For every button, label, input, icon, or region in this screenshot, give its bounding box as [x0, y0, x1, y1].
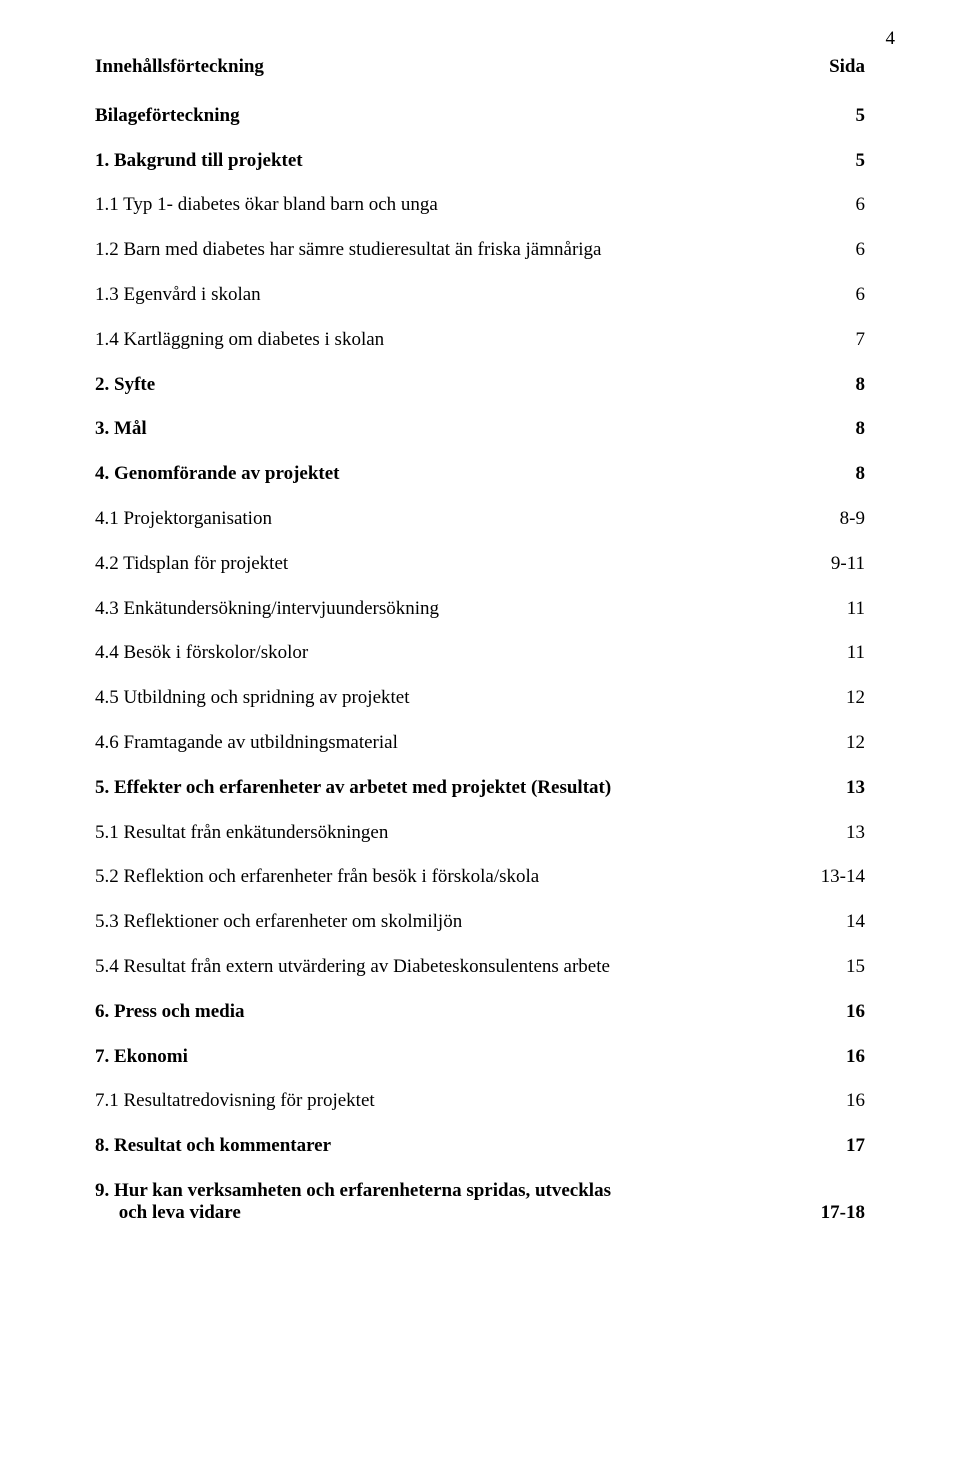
toc-entry-page: 14: [805, 911, 865, 934]
toc-entry: 1.1 Typ 1- diabetes ökar bland barn och …: [95, 194, 865, 217]
toc-entry: 6. Press och media16: [95, 1001, 865, 1024]
toc-entry: 4.1 Projektorganisation8-9: [95, 508, 865, 531]
toc-entry-label: 5.4 Resultat från extern utvärdering av …: [95, 956, 805, 979]
toc-entry: 5.4 Resultat från extern utvärdering av …: [95, 956, 865, 979]
toc-entry-page: 16: [805, 1046, 865, 1069]
toc-entry: 2. Syfte8: [95, 374, 865, 397]
toc-entry: 4.4 Besök i förskolor/skolor11: [95, 642, 865, 665]
toc-entry-label: 5.2 Reflektion och erfarenheter från bes…: [95, 866, 805, 889]
toc-entry-label: Bilageförteckning: [95, 105, 805, 128]
toc-entry: 4.6 Framtagande av utbildningsmaterial12: [95, 732, 865, 755]
toc-entry: 7.1 Resultatredovisning för projektet16: [95, 1090, 865, 1113]
toc-entry-label: 5. Effekter och erfarenheter av arbetet …: [95, 777, 805, 800]
toc-entry-label: 4.2 Tidsplan för projektet: [95, 553, 805, 576]
toc-entry-label: 7.1 Resultatredovisning för projektet: [95, 1090, 805, 1113]
toc-entry-page: 9-11: [805, 553, 865, 576]
toc-entry-label: 7. Ekonomi: [95, 1046, 805, 1069]
toc-entry-label: 2. Syfte: [95, 374, 805, 397]
toc-entry-page: 12: [805, 687, 865, 710]
toc-entry: 5. Effekter och erfarenheter av arbetet …: [95, 777, 865, 800]
toc-entry-label: 4. Genomförande av projektet: [95, 463, 805, 486]
toc-entry: 4.3 Enkätundersökning/intervjuundersökni…: [95, 598, 865, 621]
document-page: 4 Innehållsförteckning Sida Bilageförtec…: [0, 0, 960, 1481]
toc-entry: 4. Genomförande av projektet8: [95, 463, 865, 486]
toc-page-label: Sida: [805, 56, 865, 79]
toc-entry-label: 5.1 Resultat från enkätundersökningen: [95, 822, 805, 845]
toc-entry-label: 1.1 Typ 1- diabetes ökar bland barn och …: [95, 194, 805, 217]
toc-entry: 4.2 Tidsplan för projektet9-11: [95, 553, 865, 576]
toc-entry-page: 16: [805, 1001, 865, 1024]
toc-entry-page: 16: [805, 1090, 865, 1113]
toc-entry: 5.1 Resultat från enkätundersökningen13: [95, 822, 865, 845]
toc-entry: 5.2 Reflektion och erfarenheter från bes…: [95, 866, 865, 889]
toc-entry-label: 4.1 Projektorganisation: [95, 508, 805, 531]
toc-entry-last: 9. Hur kan verksamheten och erfarenheter…: [95, 1180, 865, 1224]
toc-entry-label: 4.5 Utbildning och spridning av projekte…: [95, 687, 805, 710]
toc-entry-label: 3. Mål: [95, 418, 805, 441]
toc-title: Innehållsförteckning: [95, 56, 805, 79]
toc-entry: 1. Bakgrund till projektet5: [95, 150, 865, 173]
toc-entry-page: 5: [805, 105, 865, 128]
toc-entry-page: 8: [805, 463, 865, 486]
toc-entry: 8. Resultat och kommentarer17: [95, 1135, 865, 1158]
toc-entry-page: 15: [805, 956, 865, 979]
toc-entry-page: 6: [805, 239, 865, 262]
toc-entry-page: 7: [805, 329, 865, 352]
toc-entry-page: 17-18: [821, 1202, 865, 1224]
toc-entry-label: 4.6 Framtagande av utbildningsmaterial: [95, 732, 805, 755]
toc-entry-label: 1.3 Egenvård i skolan: [95, 284, 805, 307]
toc-entry-page: 8: [805, 374, 865, 397]
toc-entry: Bilageförteckning5: [95, 105, 865, 128]
toc-entry: 1.2 Barn med diabetes har sämre studiere…: [95, 239, 865, 262]
toc-entry: 7. Ekonomi16: [95, 1046, 865, 1069]
toc-entry-label-line2: och leva vidare: [95, 1202, 241, 1224]
toc-entry-page: 13-14: [805, 866, 865, 889]
toc-entry-page: 17: [805, 1135, 865, 1158]
toc-entry-page: 11: [805, 598, 865, 621]
toc-header-row: Innehållsförteckning Sida: [95, 56, 865, 79]
toc-entry-page: 6: [805, 284, 865, 307]
toc-entry-label: 8. Resultat och kommentarer: [95, 1135, 805, 1158]
toc-entry-page: 13: [805, 822, 865, 845]
toc-entries: Bilageförteckning51. Bakgrund till proje…: [95, 105, 865, 1158]
toc-entry-page: 6: [805, 194, 865, 217]
toc-entry-page: 12: [805, 732, 865, 755]
toc-entry: 5.3 Reflektioner och erfarenheter om sko…: [95, 911, 865, 934]
toc-entry-label: 4.3 Enkätundersökning/intervjuundersökni…: [95, 598, 805, 621]
toc-entry-label: 1. Bakgrund till projektet: [95, 150, 805, 173]
toc-entry: 1.4 Kartläggning om diabetes i skolan7: [95, 329, 865, 352]
page-number: 4: [886, 28, 896, 50]
toc-entry-page: 8: [805, 418, 865, 441]
toc-entry: 3. Mål8: [95, 418, 865, 441]
toc-entry-page: 13: [805, 777, 865, 800]
toc-entry-label: 5.3 Reflektioner och erfarenheter om sko…: [95, 911, 805, 934]
toc-entry-page: 11: [805, 642, 865, 665]
toc-entry-label: 1.4 Kartläggning om diabetes i skolan: [95, 329, 805, 352]
toc-entry: 1.3 Egenvård i skolan6: [95, 284, 865, 307]
toc-entry-label: 4.4 Besök i förskolor/skolor: [95, 642, 805, 665]
toc-entry-label: 1.2 Barn med diabetes har sämre studiere…: [95, 239, 805, 262]
toc-entry-page: 5: [805, 150, 865, 173]
toc-entry-label: 6. Press och media: [95, 1001, 805, 1024]
toc-entry-label-line1: 9. Hur kan verksamheten och erfarenheter…: [95, 1180, 865, 1202]
toc-entry-page: 8-9: [805, 508, 865, 531]
toc-entry: 4.5 Utbildning och spridning av projekte…: [95, 687, 865, 710]
